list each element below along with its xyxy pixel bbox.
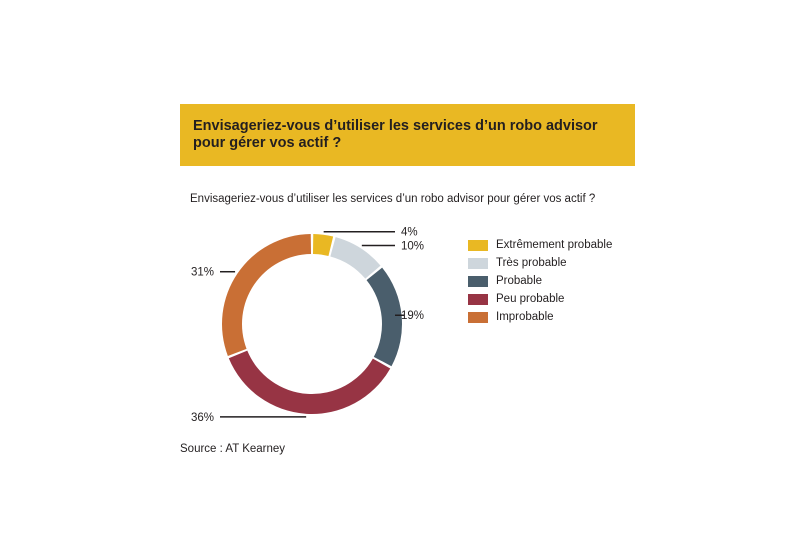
legend-label-3: Peu probable	[496, 293, 565, 305]
legend-item-0: Extrêmement probable	[468, 236, 612, 254]
data-label-1: 10%	[401, 240, 424, 252]
data-label-4: 31%	[191, 267, 214, 279]
legend-item-1: Très probable	[468, 254, 612, 272]
legend-label-0: Extrêmement probable	[496, 239, 613, 251]
donut-chart: 4%10% 19% 36% 31%	[191, 227, 424, 424]
donut-slice-0	[312, 234, 334, 256]
source-note: Source : AT Kearney	[180, 443, 286, 455]
donut-slice-2	[366, 267, 402, 367]
legend-item-3: Peu probable	[468, 290, 612, 308]
legend-swatch-1	[468, 257, 488, 269]
chart-legend: Extrêmement probable Très probable Probabl…	[468, 236, 612, 326]
legend-item-4: Improbable	[468, 308, 612, 326]
banner-title: Envisageriez-vous d’utiliser les service…	[193, 118, 598, 151]
legend-label-4: Improbable	[496, 311, 554, 323]
donut-slice-3	[228, 350, 391, 415]
data-label-2: 19%	[401, 310, 424, 322]
title-banner: Envisageriez-vous d’utiliser les service…	[180, 104, 635, 166]
legend-label-2: Probable	[496, 275, 543, 287]
donut-slice-4	[222, 234, 312, 356]
legend-label-1: Très probable	[496, 257, 567, 269]
donut-slice-1	[330, 237, 381, 279]
legend-swatch-0	[468, 239, 488, 251]
data-label-3: 36%	[191, 412, 214, 424]
legend-swatch-4	[468, 311, 488, 323]
legend-item-2: Probable	[468, 272, 612, 290]
legend-swatch-2	[468, 275, 488, 287]
chart-subtitle: Envisageriez-vous d’utiliser les service…	[190, 193, 596, 205]
data-label-0: 4%	[401, 227, 418, 239]
legend-swatch-3	[468, 293, 488, 305]
